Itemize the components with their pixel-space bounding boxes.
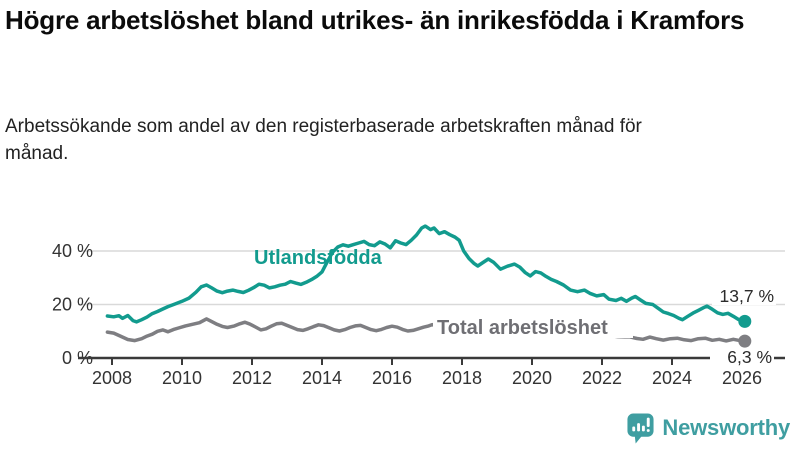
logo-wordmark: Newsworthy (662, 415, 790, 440)
chart-subtitle: Arbetssökande som andel av den registerb… (5, 116, 642, 164)
bar-chart-speech-bubble-icon (627, 413, 654, 444)
line-chart: 0 % 20 % 40 % 2008 2010 2012 2014 2016 2018 2020 2… (0, 200, 800, 396)
chart-title: Högre arbetslöshet bland utrikes- än inr… (5, 5, 745, 35)
series-end-dot-utlandsfodda (738, 314, 752, 328)
x-tick-label: 2014 (302, 368, 342, 388)
y-tick-label: 0 % (62, 348, 93, 368)
x-tick-label: 2022 (582, 368, 622, 388)
series-line-utlandsfodda (105, 224, 747, 324)
x-tick-label: 2012 (232, 368, 272, 388)
annotation-bg (710, 349, 774, 366)
annotation-bg (712, 287, 776, 305)
x-tick-label: 2026 (722, 368, 762, 388)
x-tick-label: 2010 (162, 368, 202, 388)
y-tick-label: 40 % (52, 241, 93, 261)
series-label-utlandsfodda: Utlandsfödda (254, 247, 383, 269)
x-tick-label: 2020 (512, 368, 552, 388)
series-label-bg (433, 318, 633, 338)
series-line-total (105, 317, 747, 343)
series-end-label-total: 6,3 % (727, 347, 772, 367)
x-tick-label: 2008 (92, 368, 132, 388)
x-tick-label: 2016 (372, 368, 412, 388)
x-tick-label: 2024 (652, 368, 692, 388)
chart-canvas: 0 % 20 % 40 % 2008 2010 2012 2014 2016 2018 2020 2… (52, 224, 785, 388)
series-end-dot-total (738, 334, 752, 348)
y-tick-label: 20 % (52, 295, 93, 315)
series-end-label-utlandsfodda: 13,7 % (720, 286, 774, 306)
x-tick-label: 2018 (442, 368, 482, 388)
series-label-total: Total arbetslöshet (437, 317, 608, 339)
newsworthy-logo[interactable]: Newsworthy (626, 412, 790, 444)
